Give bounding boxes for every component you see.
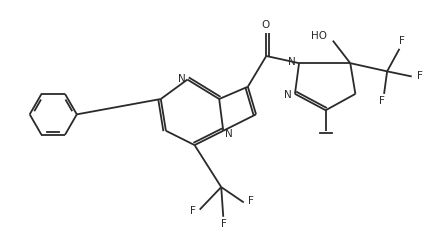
Text: N: N <box>179 73 186 84</box>
Text: N: N <box>225 129 232 139</box>
Text: F: F <box>379 96 385 106</box>
Text: F: F <box>190 206 195 216</box>
Text: F: F <box>417 72 423 81</box>
Text: HO: HO <box>310 30 326 41</box>
Text: N: N <box>288 57 296 67</box>
Text: F: F <box>221 219 227 229</box>
Text: F: F <box>399 36 404 46</box>
Text: F: F <box>248 196 254 206</box>
Text: O: O <box>261 20 269 30</box>
Text: N: N <box>284 90 292 100</box>
